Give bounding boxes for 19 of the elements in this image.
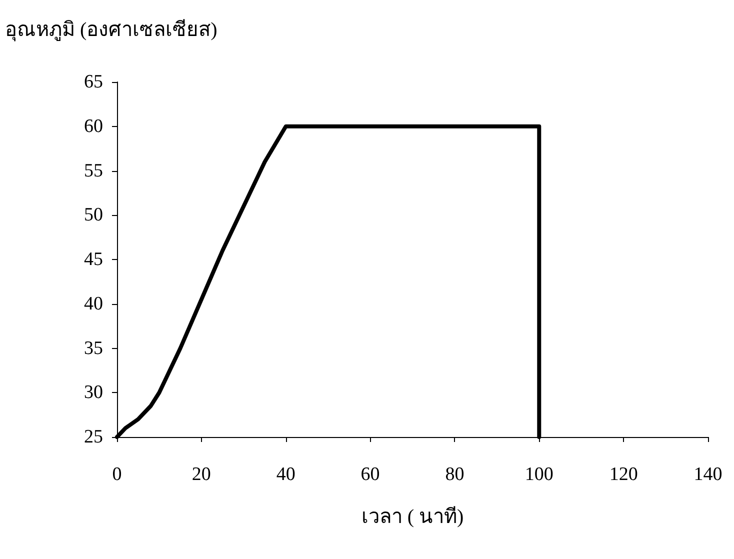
y-tick-label: 45: [84, 249, 103, 270]
x-tick-label: 140: [694, 464, 722, 485]
y-tick-label: 55: [84, 160, 103, 182]
x-tick-label: 100: [524, 464, 554, 485]
x-tick-label: 20: [192, 464, 211, 485]
x-tick-label: 40: [276, 464, 296, 485]
y-tick-label: 35: [84, 338, 103, 359]
x-tick-label: 0: [112, 464, 122, 485]
x-tick-label: 120: [609, 464, 638, 485]
y-tick-label: 65: [84, 72, 103, 92]
y-axis-title: อุณหภูมิ (องศาเซลเซียส): [5, 19, 218, 42]
y-tick-label: 25: [84, 426, 103, 448]
y-tick-label: 60: [84, 116, 103, 137]
x-tick-label: 80: [445, 464, 464, 485]
y-tick-label: 50: [84, 204, 103, 226]
y-tick-label: 40: [84, 293, 103, 314]
x-tick-label: 60: [360, 464, 380, 485]
y-tick-label: 30: [84, 382, 103, 404]
x-axis-title: เวลา ( นาที): [361, 506, 464, 528]
